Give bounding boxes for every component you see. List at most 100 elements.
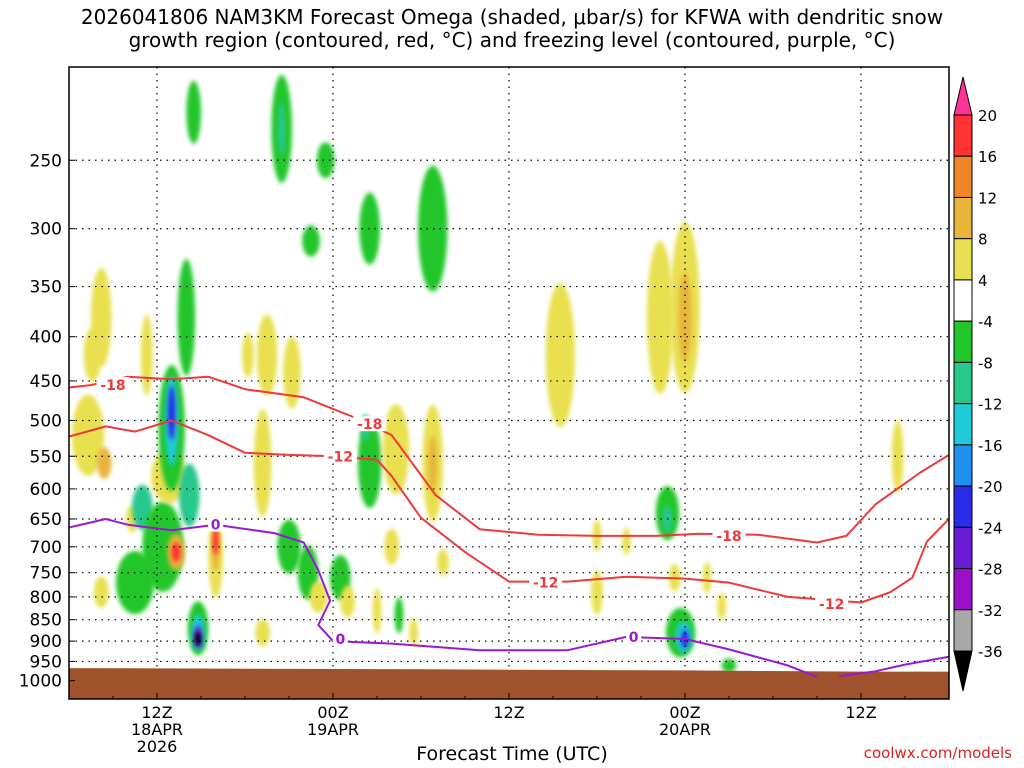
omega-cell xyxy=(545,282,575,428)
x-tick-label: 12Z xyxy=(845,703,876,722)
contour-label: -18 xyxy=(100,378,125,394)
omega-cell xyxy=(212,527,219,555)
contour-line xyxy=(69,375,949,544)
omega-cell xyxy=(340,585,355,618)
x-tick-label: 00Z xyxy=(317,703,348,722)
colorbar-box xyxy=(953,279,973,322)
contour-label: -18 xyxy=(716,529,741,545)
omega-cell xyxy=(242,332,254,378)
colorbar-box xyxy=(953,238,973,281)
colorbar-label: 8 xyxy=(978,231,988,249)
omega-cell xyxy=(418,165,448,292)
x-tick-label: 19APR xyxy=(307,720,359,739)
contour-label: -12 xyxy=(533,576,558,592)
y-tick-label: 1000 xyxy=(19,672,62,692)
contour-label-bg xyxy=(353,416,387,432)
colorbar-box xyxy=(953,526,973,570)
omega-cell xyxy=(359,192,380,265)
y-tick-label: 750 xyxy=(30,564,62,584)
contour-line xyxy=(69,518,818,678)
colorbar-box xyxy=(953,196,973,240)
omega-cell xyxy=(717,592,727,620)
y-tick-label: 350 xyxy=(30,278,62,298)
omega-cell xyxy=(168,385,176,440)
chart-title: 2026041806 NAM3KM Forecast Omega (shaded… xyxy=(80,5,944,52)
colorbar-box xyxy=(953,114,973,157)
colorbar-top-arrow xyxy=(953,76,973,116)
contour-label: -12 xyxy=(819,597,844,613)
ground xyxy=(69,668,949,699)
colorbar-box xyxy=(953,485,973,528)
contour-label: -12 xyxy=(328,449,353,465)
omega-cell xyxy=(678,272,692,363)
colorbar-label: 20 xyxy=(978,107,997,125)
omega-cell xyxy=(702,561,712,594)
omega-cell xyxy=(177,258,196,377)
omega-cell xyxy=(316,142,335,179)
contour-label-bg xyxy=(323,448,357,464)
omega-cell xyxy=(428,435,438,491)
colorbar-label: -20 xyxy=(978,478,1003,496)
x-tick-label: 12Z xyxy=(141,703,172,722)
omega-cell xyxy=(142,501,184,592)
y-tick-label: 300 xyxy=(30,220,62,240)
contour-label: 0 xyxy=(211,518,221,534)
omega-cell xyxy=(171,542,181,563)
ground-terrain xyxy=(69,668,949,699)
y-tick-label: 900 xyxy=(30,632,62,652)
colorbar-label: -24 xyxy=(978,519,1003,537)
colorbar-box xyxy=(953,403,973,446)
omega-cell xyxy=(621,527,631,555)
omega-cell xyxy=(195,632,202,646)
x-axis-label: Forecast Time (UTC) xyxy=(416,743,608,765)
y-tick-label: 800 xyxy=(30,588,62,608)
y-tick-label: 950 xyxy=(30,652,62,672)
omega-cell xyxy=(646,240,674,395)
omega-cell xyxy=(302,225,320,257)
omega-cell xyxy=(891,420,904,493)
omega-cell xyxy=(186,80,202,144)
omega-cell xyxy=(253,408,272,518)
colorbar-box xyxy=(953,361,973,405)
omega-shading xyxy=(71,74,904,673)
omega-cell xyxy=(91,267,112,368)
omega-cell xyxy=(437,549,449,577)
omega-cell xyxy=(283,336,301,409)
omega-cell xyxy=(96,447,112,479)
y-tick-label: 450 xyxy=(30,372,62,392)
colorbar-label: -28 xyxy=(978,561,1003,579)
grid-lines xyxy=(69,67,949,699)
y-tick-label: 550 xyxy=(30,447,62,467)
omega-cell xyxy=(256,314,278,396)
contour-label: -18 xyxy=(357,417,382,433)
colorbar: 20 16 12 8 4 -4 -8 -12 -16 -20 -24 -28 -32 -36 xyxy=(953,76,1003,692)
omega-cell xyxy=(309,581,328,613)
colorbar-label: -32 xyxy=(978,602,1003,620)
colorbar-box xyxy=(953,568,973,611)
contour-label-bg xyxy=(332,631,348,647)
y-tick-label: 650 xyxy=(30,510,62,530)
contour-label-bg xyxy=(815,595,849,611)
omega-cell xyxy=(93,576,109,608)
omega-cell xyxy=(255,619,270,647)
contour-label-bg xyxy=(712,527,746,543)
colorbar-label: -4 xyxy=(978,313,993,331)
contour-label-bg xyxy=(208,516,224,532)
colorbar-box xyxy=(953,155,973,198)
omega-cell xyxy=(394,597,404,634)
x-tick-label: 20APR xyxy=(659,720,711,739)
colorbar-label: 16 xyxy=(978,148,997,166)
omega-cell xyxy=(71,394,105,476)
omega-cell xyxy=(277,519,301,574)
omega-cell xyxy=(382,404,410,495)
colorbar-box xyxy=(953,320,973,363)
omega-cell xyxy=(591,569,603,615)
omega-cell xyxy=(179,463,200,527)
contour-label-bg xyxy=(96,377,130,393)
omega-cell xyxy=(278,101,286,156)
y-axis: 2503003504004505005506006507007508008509… xyxy=(19,151,75,692)
y-tick-label: 700 xyxy=(30,538,62,558)
